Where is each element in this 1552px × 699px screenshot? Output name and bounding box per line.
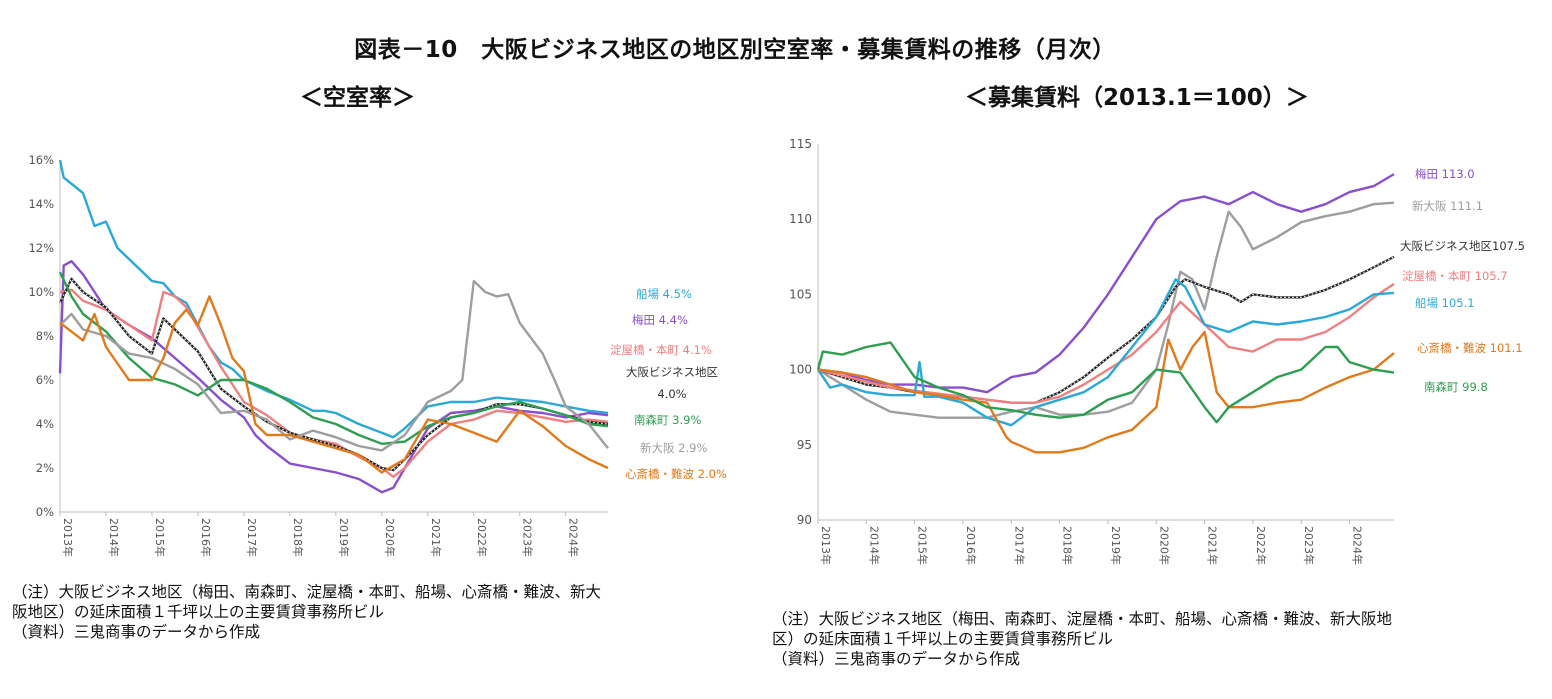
- x-tick-label: 2022年: [1254, 526, 1268, 565]
- x-tick-label: 2013年: [819, 526, 833, 565]
- series-line: [59, 279, 609, 452]
- x-tick-label: 2024年: [1351, 526, 1365, 565]
- series-船場: [817, 278, 1395, 427]
- y-tick-label: 6%: [36, 373, 54, 387]
- x-tick-label: 2019年: [1109, 526, 1123, 565]
- series-新大阪: [59, 279, 609, 452]
- y-tick-label: 105: [789, 287, 812, 301]
- x-tick-label: 2020年: [1157, 526, 1171, 565]
- series-label: 梅田 113.0: [1415, 167, 1475, 181]
- series-line-dots: [59, 277, 609, 471]
- y-tick-label: 0%: [36, 505, 54, 519]
- note-left: （注）大阪ビジネス地区（梅田、南森町、淀屋橋・本町、船場、心斎橋・難波、新大 阪…: [12, 582, 732, 642]
- x-tick-label: 2024年: [567, 518, 581, 557]
- series-line: [817, 330, 1395, 454]
- x-tick-label: 2020年: [383, 518, 397, 557]
- x-tick-label: 2015年: [153, 518, 167, 557]
- series-label: 大阪ビジネス地区: [626, 365, 718, 379]
- y-tick-label: 8%: [36, 329, 54, 343]
- y-tick-label: 12%: [28, 241, 54, 255]
- note-right-line1: （注）大阪ビジネス地区（梅田、南森町、淀屋橋・本町、船場、心斎橋・難波、新大阪地: [772, 610, 1393, 628]
- series-心斎橋・難波: [817, 330, 1395, 454]
- x-tick-label: 2016年: [964, 526, 978, 565]
- series-大阪ビジネス地区: [817, 255, 1395, 404]
- series-line: [817, 173, 1395, 394]
- series-line: [816, 341, 1395, 424]
- x-tick-label: 2015年: [916, 526, 930, 565]
- y-tick-label: 110: [789, 212, 812, 226]
- series-船場: [58, 159, 609, 439]
- series-line: [58, 259, 609, 494]
- series-label: 大阪ビジネス地区107.5: [1400, 239, 1525, 253]
- figure-title: 図表－10 大阪ビジネス地区の地区別空室率・募集賃料の推移（月次）: [354, 37, 1116, 63]
- x-tick-label: 2021年: [1206, 526, 1220, 565]
- series-label: 新大阪 111.1: [1412, 199, 1483, 213]
- series-南森町: [816, 341, 1395, 424]
- series-label: 船場 4.5%: [636, 287, 692, 301]
- y-tick-label: 16%: [28, 153, 54, 167]
- series-label: 新大阪 2.9%: [640, 441, 707, 455]
- series-label: 心斎橋・難波 101.1: [1417, 341, 1523, 355]
- series-line: [58, 159, 609, 439]
- y-tick-label: 100: [789, 363, 812, 377]
- series-label: 淀屋橋・本町 4.1%: [610, 343, 712, 357]
- y-tick-label: 4%: [36, 417, 54, 431]
- series-line: [58, 271, 609, 445]
- note-right-line3: （資料）三鬼商事のデータから作成: [772, 650, 1021, 668]
- x-tick-label: 2013年: [61, 518, 75, 557]
- series-line: [817, 278, 1395, 427]
- x-tick-label: 2021年: [429, 518, 443, 557]
- rent-subtitle: ＜募集賃料（2013.1＝100）＞: [965, 85, 1309, 111]
- x-tick-label: 2018年: [1061, 526, 1075, 565]
- note-left-line2: 阪地区）の延床面積１千坪以上の主要賃貸事務所ビル: [12, 603, 385, 621]
- series-label: 4.0%: [657, 387, 686, 401]
- vacancy-subtitle: ＜空室率＞: [300, 85, 415, 111]
- series-梅田: [58, 259, 609, 494]
- series-梅田: [817, 173, 1395, 394]
- series-label: 船場 105.1: [1415, 296, 1475, 310]
- y-tick-label: 95: [797, 438, 812, 452]
- y-tick-label: 90: [797, 513, 812, 527]
- x-tick-label: 2023年: [521, 518, 535, 557]
- note-right: （注）大阪ビジネス地区（梅田、南森町、淀屋橋・本町、船場、心斎橋・難波、新大阪地…: [772, 609, 1542, 669]
- y-tick-label: 2%: [36, 461, 54, 475]
- series-大阪ビジネス地区: [59, 277, 609, 472]
- y-tick-label: 10%: [28, 285, 54, 299]
- series-label: 南森町 99.8: [1424, 380, 1488, 394]
- series-line: [59, 295, 609, 474]
- x-tick-label: 2019年: [337, 518, 351, 557]
- series-label: 心斎橋・難波 2.0%: [625, 467, 727, 481]
- x-tick-label: 2017年: [1012, 526, 1026, 565]
- series-label: 淀屋橋・本町 105.7: [1402, 269, 1508, 283]
- note-left-line3: （資料）三鬼商事のデータから作成: [12, 623, 261, 641]
- series-line: [817, 255, 1395, 404]
- x-tick-label: 2018年: [291, 518, 305, 557]
- y-tick-label: 115: [789, 137, 812, 151]
- series-line-dots: [817, 256, 1395, 404]
- rent-index-chart: 90 95 100 105 110 115 2013年 2014年 2015年 2016年 2017…: [789, 137, 1525, 565]
- series-label: 南森町 3.9%: [634, 413, 701, 427]
- x-tick-label: 2017年: [245, 518, 259, 557]
- series-label: 梅田 4.4%: [632, 313, 688, 327]
- x-tick-label: 2014年: [107, 518, 121, 557]
- x-tick-label: 2023年: [1302, 526, 1316, 565]
- x-tick-label: 2022年: [475, 518, 489, 557]
- x-tick-label: 2014年: [867, 526, 881, 565]
- series-心斎橋・難波: [59, 295, 609, 474]
- series-南森町: [58, 271, 609, 445]
- x-tick-label: 2016年: [199, 518, 213, 557]
- y-tick-label: 14%: [28, 197, 54, 211]
- series-line: [59, 277, 609, 472]
- vacancy-rate-chart: 0% 2% 4% 6% 8% 10% 12% 14% 16% 2013年 2014年 2015年 201…: [28, 153, 727, 557]
- note-left-line1: （注）大阪ビジネス地区（梅田、南森町、淀屋橋・本町、船場、心斎橋・難波、新大: [12, 583, 602, 601]
- note-right-line2: 区）の延床面積１千坪以上の主要賃貸事務所ビル: [772, 630, 1114, 648]
